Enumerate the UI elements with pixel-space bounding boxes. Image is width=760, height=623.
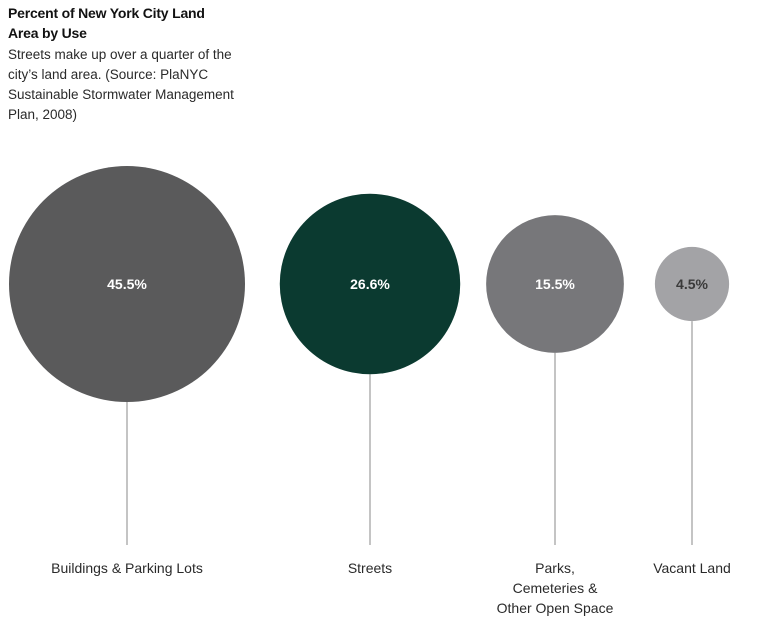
category-label-line: Cemeteries & [513,580,598,596]
category-label-line: Streets [348,560,392,576]
category-label-buildings-parking-lots: Buildings & Parking Lots [51,560,203,576]
category-label-line: Vacant Land [653,560,731,576]
chart-subtitle: Streets make up over a quarter of the ci… [8,47,234,122]
bubble-vacant-land [654,246,730,322]
chart-title: Percent of New York City Land Area by Us… [8,5,205,41]
data-label-buildings-parking-lots: 45.5% [107,276,147,292]
bubble-streets [279,193,461,375]
category-label-streets: Streets [348,560,392,576]
category-label-line: Parks, [535,560,575,576]
data-label-parks-cemeteries-other-open-space: 15.5% [535,276,575,292]
bubble-parks-cemeteries-other-open-space [486,215,624,353]
chart-header: Percent of New York City Land Area by Us… [8,3,238,125]
data-label-vacant-land: 4.5% [676,276,708,292]
bubble-buildings-parking-lots [9,166,245,402]
category-label-line: Buildings & Parking Lots [51,560,203,576]
data-label-streets: 26.6% [350,276,390,292]
category-label-vacant-land: Vacant Land [653,560,731,576]
category-label-parks-cemeteries-other-open-space: Parks, Cemeteries & Other Open Space [497,560,614,616]
category-label-line: Other Open Space [497,600,614,616]
